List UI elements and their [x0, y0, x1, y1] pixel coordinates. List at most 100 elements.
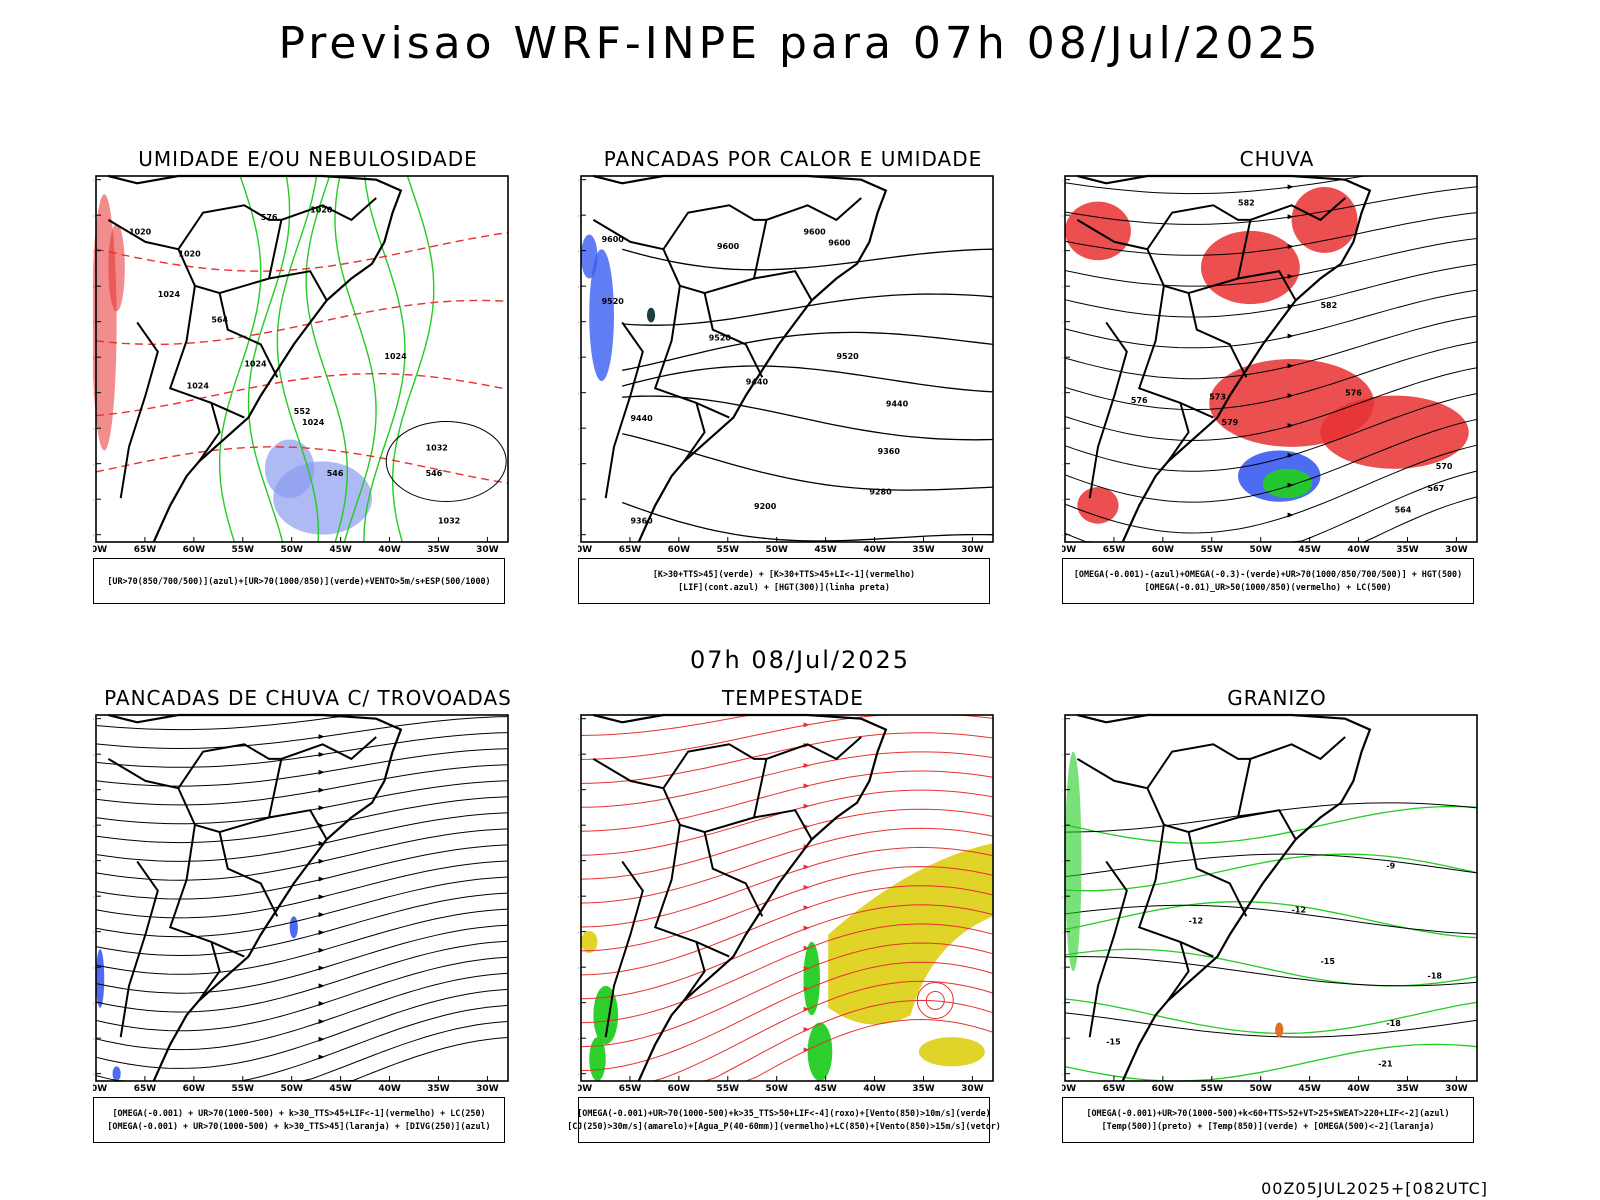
panel-trovoadas: PANCADAS DE CHUVA C/ TROVOADAS 12S 15S 18S…: [93, 686, 523, 1166]
lat-label: 18S: [93, 247, 94, 257]
streamline: [1064, 367, 1478, 441]
contour-label: -18: [1386, 1019, 1401, 1028]
contour-label: -15: [1106, 1037, 1121, 1046]
streamline: [95, 860, 509, 919]
lon-label: 45W: [814, 1084, 837, 1094]
lon-label: 45W: [1298, 1084, 1321, 1094]
streamline: [1064, 212, 1478, 256]
lat-label: 30S: [578, 928, 579, 938]
contour-label: -18: [1428, 972, 1443, 981]
streamline-arrow: [1287, 363, 1294, 369]
axis-ticks: 12S 15S 18S 21S 24S 27S 30S 33S 36S 39S 42S 70W 65W 6…: [1062, 176, 1468, 555]
streamline: [580, 923, 994, 1024]
lat-label: 42S: [1062, 531, 1063, 541]
lon-label: 30W: [1445, 545, 1468, 555]
lat-label: 12S: [1062, 176, 1063, 186]
streamline: [95, 828, 509, 881]
map-frame: [95, 175, 509, 543]
lon-label: 40W: [378, 1084, 401, 1094]
lon-label: 45W: [329, 545, 352, 555]
temp500-contour: [1064, 956, 1478, 987]
streamline: [1064, 444, 1478, 534]
axis-ticks: 12S 15S 18S 21S 24S 27S 30S 33S 36S 39S 42S 70W 65W 6…: [1062, 715, 1468, 1094]
streamline-arrow: [803, 986, 810, 992]
lat-label: 12S: [578, 715, 579, 725]
contour-label: 570: [1436, 462, 1453, 471]
lon-label: 30W: [476, 1084, 499, 1094]
streamline-arrow: [318, 787, 325, 793]
streamline-arrow: [803, 783, 810, 789]
lon-label: 30W: [961, 1084, 984, 1094]
country-border: [268, 197, 377, 279]
contour-label: 576: [261, 213, 278, 222]
lat-label: 15S: [93, 750, 94, 760]
lif-blue: [589, 249, 614, 381]
legend-trovoadas: [OMEGA(-0.001) + UR>70(1000-500) + k>30_…: [93, 1097, 505, 1143]
streamline-arrow: [803, 1047, 810, 1053]
streamline-arrow: [1287, 482, 1294, 488]
panel-title: PANCADAS POR CALOR E UMIDADE: [603, 147, 983, 171]
country-border: [592, 758, 764, 917]
temp850-contour: [1064, 853, 1478, 892]
country-border: [198, 402, 221, 463]
humidity-green-contour: [247, 175, 291, 543]
panel-granizo: GRANIZO -9 -12 -12 -15 -15 -18 -21 -18 12S 15S 18S…: [1062, 686, 1492, 1166]
main-title: Previsao WRF-INPE para 07h 08/Jul/2025: [278, 18, 1322, 69]
rain-red: [1320, 395, 1469, 469]
contour-label: 582: [1238, 198, 1255, 207]
legend-granizo: [OMEGA(-0.001)+UR>70(1000-500)+k<60+TTS>…: [1062, 1097, 1474, 1143]
legend-line-1: [K>30+TTS>45](verde) + [K>30+TTS>45+LI<-…: [652, 569, 916, 579]
lon-label: 30W: [476, 545, 499, 555]
streamline-arrow: [318, 929, 325, 935]
streamline: [95, 876, 509, 938]
legend-line-1: [OMEGA(-0.001)+UR>70(1000-500)+k>35_TTS>…: [577, 1108, 991, 1118]
lat-label: 39S: [1062, 495, 1063, 505]
lat-label: 39S: [578, 495, 579, 505]
lat-label: 36S: [93, 460, 94, 470]
streamline-arrow: [1287, 333, 1294, 339]
legend-line-1: [UR>70(850/700/500)](azul)+[UR>70(1000/8…: [107, 575, 491, 586]
streamline-arrow: [318, 1036, 325, 1042]
lat-label: 18S: [578, 247, 579, 257]
streamline: [580, 770, 994, 832]
temp500-contour: [1064, 904, 1478, 935]
lat-label: 27S: [93, 892, 94, 902]
lon-label: 65W: [1103, 1084, 1126, 1094]
country-border: [653, 824, 730, 958]
lat-label: 36S: [93, 999, 94, 1009]
lat-label: 30S: [1062, 928, 1063, 938]
humidity-green-contour: [276, 175, 320, 543]
map-trovoadas: 12S 15S 18S 21S 24S 27S 30S 33S 36S 39S 42S 70W 65W 6…: [93, 713, 509, 1094]
legend-chuva: [OMEGA(-0.001)-(azul)+OMEGA(-0.3)-(verde…: [1062, 558, 1474, 604]
streamline: [580, 789, 994, 856]
axis-ticks: 12S 15S 18S 21S 24S 27S 30S 33S 36S 39S 42S 70W 65W 6…: [93, 176, 499, 555]
map-frame: [1064, 714, 1478, 1082]
lat-label: 27S: [578, 892, 579, 902]
streamline-arrow: [803, 864, 810, 870]
lon-label: 35W: [1396, 1084, 1419, 1094]
streamline-arrow: [318, 983, 325, 989]
lon-label: 70W: [578, 545, 592, 555]
streamline-arrow: [1287, 273, 1294, 279]
country-border: [119, 321, 159, 499]
country-border: [1137, 824, 1214, 958]
streamline-arrow: [803, 966, 810, 972]
streamline-arrow: [318, 1054, 325, 1060]
streamline: [95, 924, 509, 994]
lon-label: 65W: [619, 1084, 642, 1094]
omega-orange: [1275, 1022, 1284, 1038]
contour-label: 1032: [438, 517, 460, 526]
contour-label: 1032: [426, 444, 448, 453]
lon-label: 55W: [232, 1084, 255, 1094]
panel-pancadas-calor: PANCADAS POR CALOR E UMIDADE 9600 9600 960…: [578, 147, 1008, 627]
lon-label: 70W: [93, 545, 107, 555]
humidity-green-contour: [305, 175, 349, 543]
legend-pancadas-calor: [K>30+TTS>45](verde) + [K>30+TTS>45+LI<-…: [578, 558, 990, 604]
lon-label: 50W: [280, 545, 303, 555]
contour-label: 9440: [746, 378, 769, 387]
lat-label: 18S: [93, 786, 94, 796]
contour-label: 576: [1345, 389, 1362, 398]
lat-label: 39S: [93, 1034, 94, 1044]
lat-label: 18S: [578, 786, 579, 796]
streamline: [1064, 238, 1478, 287]
